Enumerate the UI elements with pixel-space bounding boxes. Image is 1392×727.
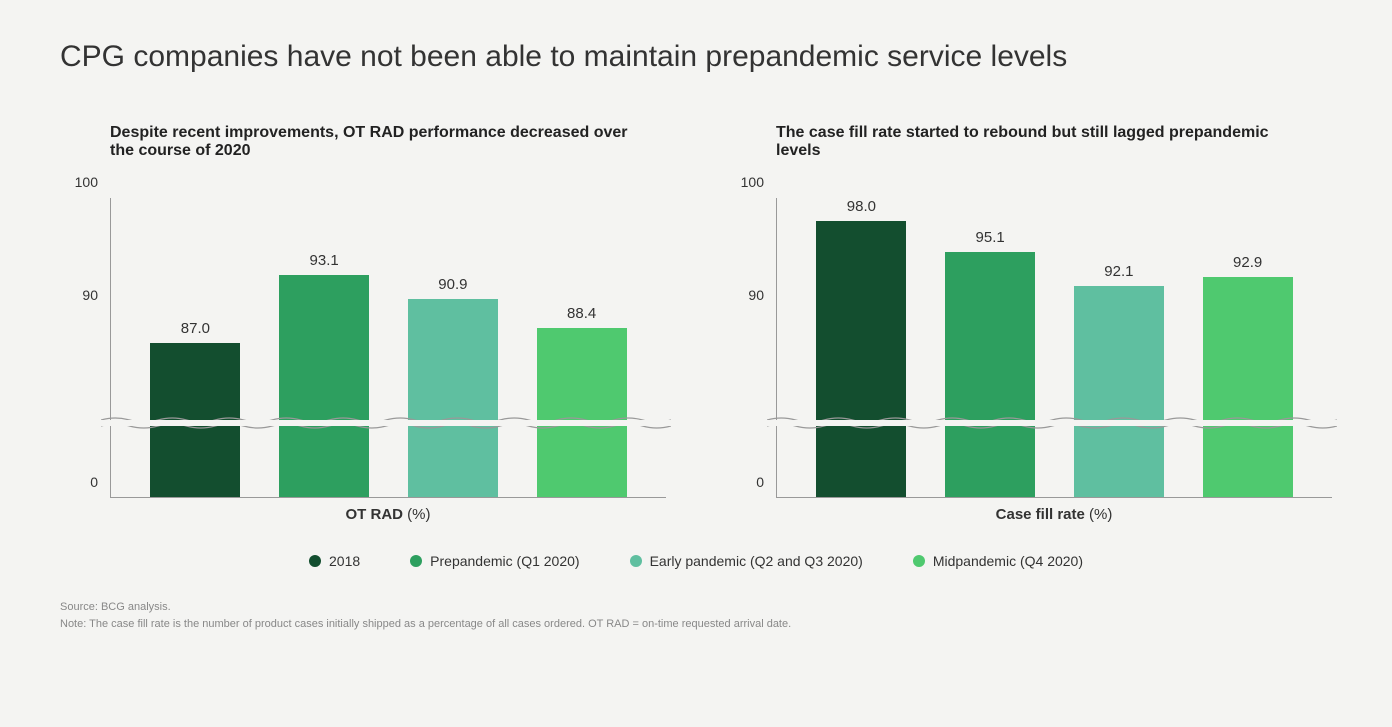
bar-value-label: 98.0 xyxy=(847,198,876,215)
bar xyxy=(816,221,906,497)
bar xyxy=(1074,286,1164,497)
page-title: CPG companies have not been able to main… xyxy=(60,40,1332,74)
bar xyxy=(408,299,498,497)
y-axis: 090100 xyxy=(726,198,776,498)
legend-item: Prepandemic (Q1 2020) xyxy=(410,553,579,569)
chart-panel: The case fill rate started to rebound bu… xyxy=(726,124,1332,523)
legend-swatch xyxy=(309,555,321,567)
chart-area: 09010098.095.192.192.9 xyxy=(726,198,1332,498)
x-axis-label-bold: OT RAD xyxy=(346,506,404,523)
bar xyxy=(279,275,369,497)
bar xyxy=(537,328,627,498)
legend-item: Early pandemic (Q2 and Q3 2020) xyxy=(630,553,863,569)
chart-area: 09010087.093.190.988.4 xyxy=(60,198,666,498)
bar-group: 90.9 xyxy=(403,198,503,497)
bar-value-label: 88.4 xyxy=(567,305,596,322)
note-line: Note: The case fill rate is the number o… xyxy=(60,616,1332,633)
x-axis-label: OT RAD (%) xyxy=(60,506,666,523)
legend-swatch xyxy=(410,555,422,567)
x-axis-label-unit: (%) xyxy=(403,506,431,523)
x-axis-label-bold: Case fill rate xyxy=(996,506,1085,523)
bar-value-label: 92.1 xyxy=(1104,263,1133,280)
x-axis-label: Case fill rate (%) xyxy=(726,506,1332,523)
y-tick: 0 xyxy=(90,474,98,490)
y-tick: 100 xyxy=(75,174,98,190)
chart-subtitle: The case fill rate started to rebound bu… xyxy=(726,124,1332,168)
plot-area: 87.0 93.1 90.9 88.4 xyxy=(110,198,666,498)
legend-swatch xyxy=(630,555,642,567)
bar-group: 92.1 xyxy=(1069,198,1169,497)
bar-value-label: 93.1 xyxy=(310,252,339,269)
bar-value-label: 92.9 xyxy=(1233,254,1262,271)
x-axis-label-unit: (%) xyxy=(1085,506,1113,523)
y-tick: 90 xyxy=(748,287,764,303)
chart-subtitle: Despite recent improvements, OT RAD perf… xyxy=(60,124,666,168)
y-tick: 90 xyxy=(82,287,98,303)
legend-label: Early pandemic (Q2 and Q3 2020) xyxy=(650,553,863,569)
bar xyxy=(1203,277,1293,497)
bar-group: 92.9 xyxy=(1198,198,1298,497)
legend-label: 2018 xyxy=(329,553,360,569)
bar-group: 88.4 xyxy=(532,198,632,497)
bar-group: 98.0 xyxy=(811,198,911,497)
bar xyxy=(150,343,240,497)
y-axis: 090100 xyxy=(60,198,110,498)
bar-group: 87.0 xyxy=(145,198,245,497)
legend-label: Midpandemic (Q4 2020) xyxy=(933,553,1083,569)
bar-value-label: 87.0 xyxy=(181,320,210,337)
bar-group: 95.1 xyxy=(940,198,1040,497)
charts-row: Despite recent improvements, OT RAD perf… xyxy=(60,124,1332,523)
legend-item: 2018 xyxy=(309,553,360,569)
bar-value-label: 90.9 xyxy=(438,276,467,293)
y-tick: 100 xyxy=(741,174,764,190)
legend-item: Midpandemic (Q4 2020) xyxy=(913,553,1083,569)
footnotes: Source: BCG analysis. Note: The case fil… xyxy=(60,599,1332,632)
legend: 2018 Prepandemic (Q1 2020) Early pandemic … xyxy=(60,553,1332,569)
chart-panel: Despite recent improvements, OT RAD perf… xyxy=(60,124,666,523)
bar-value-label: 95.1 xyxy=(976,229,1005,246)
legend-label: Prepandemic (Q1 2020) xyxy=(430,553,579,569)
y-tick: 0 xyxy=(756,474,764,490)
legend-swatch xyxy=(913,555,925,567)
bar-group: 93.1 xyxy=(274,198,374,497)
plot-area: 98.0 95.1 92.1 92.9 xyxy=(776,198,1332,498)
bar xyxy=(945,252,1035,497)
source-line: Source: BCG analysis. xyxy=(60,599,1332,616)
